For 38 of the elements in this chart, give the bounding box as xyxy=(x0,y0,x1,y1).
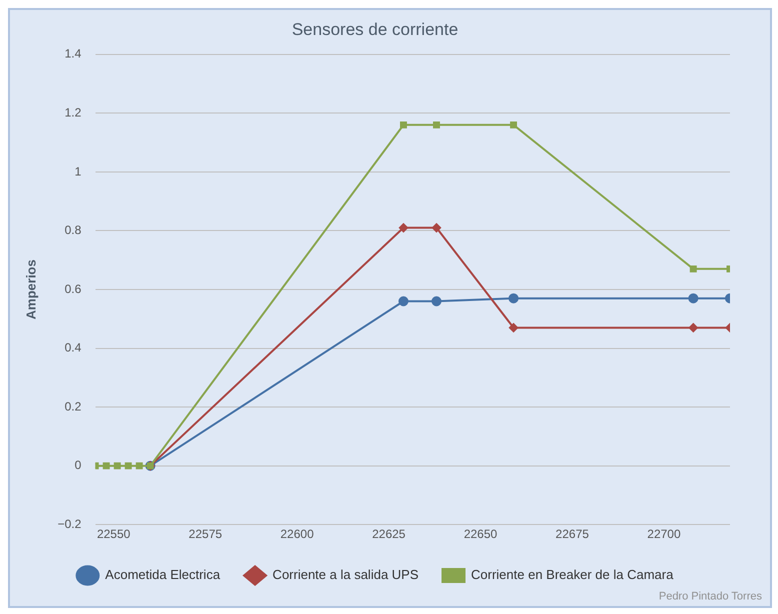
text: Pedro Pintado Torres xyxy=(658,590,762,603)
legend-label: Corriente en Breaker de la Camara xyxy=(471,567,674,582)
point xyxy=(102,462,110,470)
point xyxy=(136,462,143,470)
point xyxy=(433,121,440,128)
x-tick-label: 22600 xyxy=(280,527,314,542)
point xyxy=(510,121,518,128)
legend-label: Acometida Electrica xyxy=(105,567,221,582)
y-tick-label: 0.2 xyxy=(64,399,82,414)
y-tick-label: 0.6 xyxy=(64,282,82,296)
x-tick-label: 22575 xyxy=(188,527,222,542)
y-tick-label: 0.8 xyxy=(64,223,82,238)
point xyxy=(431,296,442,306)
point xyxy=(432,223,441,232)
point xyxy=(114,462,121,470)
y-tick-label: −0.2 xyxy=(58,516,82,531)
point xyxy=(508,293,519,304)
legend-label: Corriente a la salida UPS xyxy=(272,567,419,582)
point xyxy=(398,223,408,232)
y-tick-label: 0.4 xyxy=(64,340,82,355)
point xyxy=(688,293,698,304)
y-tick-label: 1.4 xyxy=(64,46,82,61)
point xyxy=(690,265,697,272)
y-tick-label: 1.2 xyxy=(64,105,82,120)
x-tick-label: 22700 xyxy=(647,527,681,542)
point xyxy=(509,323,518,332)
y-axis-title: Amperios xyxy=(23,260,38,320)
point xyxy=(398,296,408,306)
x-tick-label: 22675 xyxy=(556,527,590,542)
point xyxy=(688,323,698,332)
x-tick-label: 22625 xyxy=(372,527,406,542)
chart-title: Sensores de corriente xyxy=(292,20,458,39)
point xyxy=(124,462,132,470)
y-tick-label: 1 xyxy=(74,164,82,178)
x-tick-label: 22650 xyxy=(464,527,498,542)
x-tick-label: 22550 xyxy=(96,527,131,542)
y-tick-label: 0 xyxy=(74,458,82,472)
point xyxy=(400,121,407,128)
